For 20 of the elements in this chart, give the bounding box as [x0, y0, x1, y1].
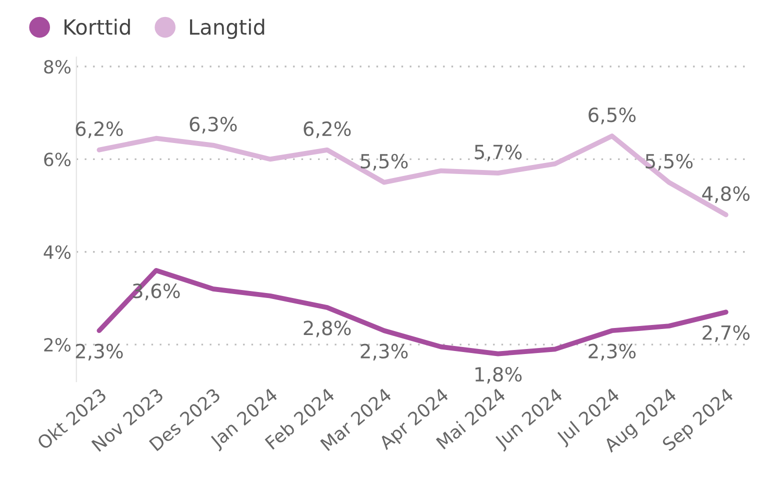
data-label: 4,8%: [702, 186, 750, 203]
data-label: 6,5%: [588, 108, 636, 124]
data-label: 2,8%: [304, 320, 351, 338]
y-tick-label: 4%: [44, 245, 71, 259]
y-tick-label: 2%: [44, 338, 71, 352]
y-tick-label: 6%: [44, 152, 71, 166]
data-label: 5,5%: [646, 154, 693, 171]
data-label: 6,3%: [190, 116, 237, 134]
legend-label: Korttid: [64, 18, 130, 35]
data-label: 2,3%: [360, 344, 408, 360]
data-label: 6,2%: [76, 121, 123, 138]
data-label: 1,8%: [475, 366, 522, 384]
data-label: 5,5%: [360, 154, 408, 171]
data-label: 6,2%: [304, 121, 351, 138]
data-label: 5,7%: [474, 144, 522, 162]
data-label: 2,3%: [76, 344, 123, 360]
data-label: 2,3%: [588, 344, 636, 360]
data-label: 2,7%: [702, 325, 750, 342]
legend-label: Langtid: [190, 18, 264, 39]
y-tick-label: 8%: [44, 60, 71, 74]
